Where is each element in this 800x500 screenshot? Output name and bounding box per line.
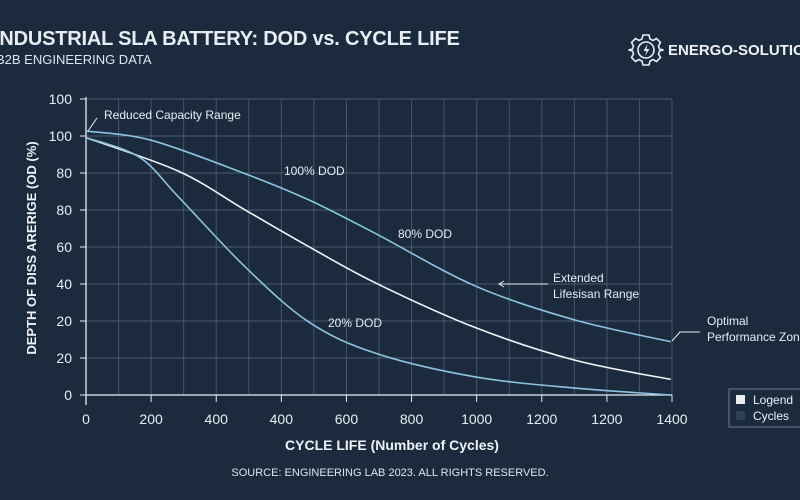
x-tick-label: 200 [139, 411, 163, 427]
series-line-2 [85, 136, 671, 396]
chart-title: INDUSTRIAL SLA BATTERY: DOD vs. CYCLE LI… [0, 28, 460, 50]
annotation-label: Performance Zone [707, 330, 800, 344]
y-tick-label: 0 [64, 387, 72, 403]
series-line-1 [85, 136, 671, 381]
y-tick-label: 80 [56, 165, 72, 181]
annotation-label: 100% DOD [284, 164, 345, 178]
y-tick-label: 20 [56, 313, 72, 329]
annotation-label: Reduced Capacity Range [104, 108, 241, 122]
annotations: Reduced Capacity Range 100% DOD 80% DOD 20%… [87, 108, 800, 344]
y-tick-label: 80 [56, 202, 72, 218]
brand-name: ENERGO-SOLUTION [668, 41, 800, 59]
x-tick-label: 400 [205, 411, 229, 427]
y-tick-label: 20 [56, 350, 72, 366]
x-tick-label: 400 [270, 411, 294, 427]
legend-label: Logend [753, 393, 793, 407]
annotation-label: 80% DOD [398, 227, 452, 241]
y-tick-label: 100 [49, 128, 73, 144]
x-tick-label: 800 [400, 411, 424, 427]
x-tick-label: 1200 [591, 411, 622, 427]
annotation-leader [671, 331, 700, 342]
x-axis-label: CYCLE LIFE (Number of Cycles) [285, 437, 499, 453]
annotation-label: Optimal [707, 314, 748, 328]
chart-subtitle: B2B ENGINEERING DATA [0, 52, 152, 67]
x-tick-label: 600 [335, 411, 359, 427]
x-tick-label: 1200 [526, 411, 557, 427]
legend-swatch-logend [736, 395, 745, 404]
legend-box [728, 388, 800, 428]
arrow-head [498, 280, 505, 288]
source-note: SOURCE: ENGINEERING LAB 2023. ALL RIGHTS… [231, 467, 548, 479]
y-tick-label: 60 [56, 239, 72, 255]
series-line-0 [85, 130, 671, 343]
x-tick-label: 1000 [461, 411, 492, 427]
annotation-label: Lifesisan Range [553, 287, 639, 301]
x-tick-label: 0 [82, 411, 90, 427]
legend-swatch-cycles [736, 411, 745, 420]
legend: Logend Cycles [728, 388, 800, 428]
series [85, 130, 671, 396]
annotation-label: 20% DOD [328, 316, 382, 330]
annotation-leader [87, 117, 98, 132]
y-tick-label: 40 [56, 276, 72, 292]
x-tick-label: 1400 [656, 411, 687, 427]
y-axis-label: DEPTH OF DISS ARERIGE (OD (%) [24, 141, 39, 354]
grid [85, 98, 673, 396]
annotation-label: Extended [553, 271, 604, 285]
legend-label: Cycles [753, 409, 789, 423]
y-tick-label: 100 [49, 91, 73, 107]
gear-lightning-icon [628, 34, 664, 66]
brand-logo: ENERGO-SOLUTION [628, 32, 800, 68]
